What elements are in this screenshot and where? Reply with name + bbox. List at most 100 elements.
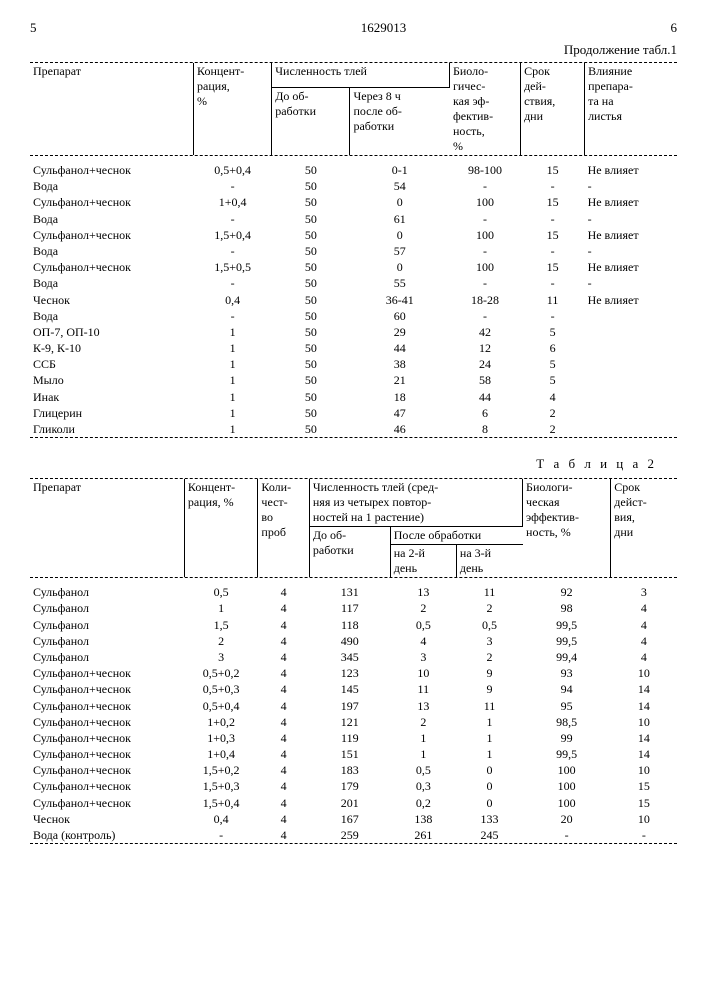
cell-days: 15 bbox=[611, 795, 677, 811]
t2-h-n: Коли- чест- во проб bbox=[258, 479, 309, 577]
cell-eff: 42 bbox=[449, 324, 520, 340]
continuation-label: Продолжение табл.1 bbox=[30, 42, 677, 58]
cell-before: 50 bbox=[272, 340, 350, 356]
cell-eff: 99,5 bbox=[523, 746, 611, 762]
cell-days: 3 bbox=[611, 584, 677, 600]
table-row: Сульфанол1411722984 bbox=[30, 600, 677, 616]
cell-d2: 10 bbox=[390, 665, 456, 681]
cell-before: 151 bbox=[309, 746, 390, 762]
cell-name: Вода (контроль) bbox=[30, 827, 184, 843]
cell-n: 4 bbox=[258, 600, 309, 616]
table-row: Сульфанол+чеснок1,5+0,241830,5010010 bbox=[30, 762, 677, 778]
t2-h-d2: на 2-й день bbox=[390, 545, 456, 578]
cell-before: 117 bbox=[309, 600, 390, 616]
cell-after: 0 bbox=[350, 227, 450, 243]
cell-after: 0-1 bbox=[350, 162, 450, 178]
t1-h-prep: Препарат bbox=[30, 63, 194, 155]
cell-days: 15 bbox=[521, 162, 585, 178]
cell-infl: Не влияет bbox=[585, 227, 677, 243]
cell-before: 131 bbox=[309, 584, 390, 600]
cell-eff: 12 bbox=[449, 340, 520, 356]
cell-eff: - bbox=[449, 275, 520, 291]
cell-before: 345 bbox=[309, 649, 390, 665]
cell-d3: 0 bbox=[456, 778, 522, 794]
table2-caption: Т а б л и ц а 2 bbox=[30, 456, 657, 472]
cell-d2: 0,2 bbox=[390, 795, 456, 811]
cell-conc: 1 bbox=[194, 405, 272, 421]
cell-d2: 13 bbox=[390, 584, 456, 600]
table1-body: Сульфанол+чеснок0,5+0,4500-198-10015Не в… bbox=[30, 162, 677, 437]
cell-eff: 100 bbox=[449, 227, 520, 243]
cell-name: Вода bbox=[30, 243, 194, 259]
table-row: Сульфанол+чеснок1+0,241212198,510 bbox=[30, 714, 677, 730]
cell-days: 4 bbox=[611, 649, 677, 665]
cell-infl bbox=[585, 308, 677, 324]
cell-d2: 0,3 bbox=[390, 778, 456, 794]
cell-d3: 2 bbox=[456, 600, 522, 616]
cell-conc: - bbox=[194, 275, 272, 291]
cell-days: 10 bbox=[611, 762, 677, 778]
table-row: Вода-5061--- bbox=[30, 211, 677, 227]
cell-before: 121 bbox=[309, 714, 390, 730]
cell-d2: 2 bbox=[390, 714, 456, 730]
cell-after: 18 bbox=[350, 389, 450, 405]
cell-conc: 1,5+0,4 bbox=[184, 795, 258, 811]
table-row: Вода-5060-- bbox=[30, 308, 677, 324]
cell-d2: 11 bbox=[390, 681, 456, 697]
cell-d3: 3 bbox=[456, 633, 522, 649]
table-row: Чеснок0,45036-4118-2811Не влияет bbox=[30, 292, 677, 308]
table-row: Сульфанол+чеснок1,5+0,550010015Не влияет bbox=[30, 259, 677, 275]
table-row: Сульфанол+чеснок1+0,450010015Не влияет bbox=[30, 194, 677, 210]
cell-eff: 20 bbox=[523, 811, 611, 827]
cell-n: 4 bbox=[258, 584, 309, 600]
cell-conc: 1,5+0,3 bbox=[184, 778, 258, 794]
cell-name: Сульфанол+чеснок bbox=[30, 746, 184, 762]
cell-before: 259 bbox=[309, 827, 390, 843]
cell-name: Инак bbox=[30, 389, 194, 405]
table-row: Сульфанол+чеснок0,5+0,341451199414 bbox=[30, 681, 677, 697]
page-left: 5 bbox=[30, 20, 37, 36]
cell-conc: - bbox=[194, 211, 272, 227]
cell-days: 15 bbox=[521, 227, 585, 243]
cell-eff: 95 bbox=[523, 698, 611, 714]
table-row: Сульфанол+чеснок1,5+0,341790,3010015 bbox=[30, 778, 677, 794]
cell-d3: 133 bbox=[456, 811, 522, 827]
table2-mid-rule bbox=[30, 577, 677, 578]
doc-id: 1629013 bbox=[361, 20, 407, 36]
t2-h-d3: на 3-й день bbox=[456, 545, 522, 578]
cell-days: 15 bbox=[521, 194, 585, 210]
table1-bottom-rule bbox=[30, 437, 677, 438]
cell-days: - bbox=[521, 308, 585, 324]
cell-days: 2 bbox=[521, 405, 585, 421]
cell-after: 46 bbox=[350, 421, 450, 437]
cell-eff: 18-28 bbox=[449, 292, 520, 308]
table-row: ССБ15038245 bbox=[30, 356, 677, 372]
cell-days: 4 bbox=[611, 617, 677, 633]
cell-d3: 2 bbox=[456, 649, 522, 665]
cell-before: 50 bbox=[272, 243, 350, 259]
cell-after: 54 bbox=[350, 178, 450, 194]
cell-before: 50 bbox=[272, 178, 350, 194]
cell-days: 4 bbox=[611, 633, 677, 649]
cell-before: 50 bbox=[272, 162, 350, 178]
cell-conc: - bbox=[194, 243, 272, 259]
cell-eff: - bbox=[449, 243, 520, 259]
table-row: Сульфанол0,541311311923 bbox=[30, 584, 677, 600]
t1-h-eff: Биоло- гичес- кая эф- фектив- ность, % bbox=[449, 63, 520, 155]
cell-name: Сульфанол+чеснок bbox=[30, 778, 184, 794]
cell-before: 50 bbox=[272, 421, 350, 437]
cell-eff: 100 bbox=[449, 259, 520, 275]
cell-name: Сульфанол+чеснок bbox=[30, 698, 184, 714]
table1: Препарат Концент- рация, % Численность т… bbox=[30, 63, 677, 155]
cell-name: Сульфанол bbox=[30, 600, 184, 616]
cell-conc: - bbox=[194, 178, 272, 194]
cell-before: 145 bbox=[309, 681, 390, 697]
cell-d3: 11 bbox=[456, 584, 522, 600]
cell-after: 38 bbox=[350, 356, 450, 372]
cell-conc: - bbox=[184, 827, 258, 843]
cell-after: 47 bbox=[350, 405, 450, 421]
cell-name: Сульфанол+чеснок bbox=[30, 227, 194, 243]
cell-eff: 99 bbox=[523, 730, 611, 746]
t2-h-days: Срок дейст- вия, дни bbox=[611, 479, 677, 577]
cell-infl: - bbox=[585, 275, 677, 291]
